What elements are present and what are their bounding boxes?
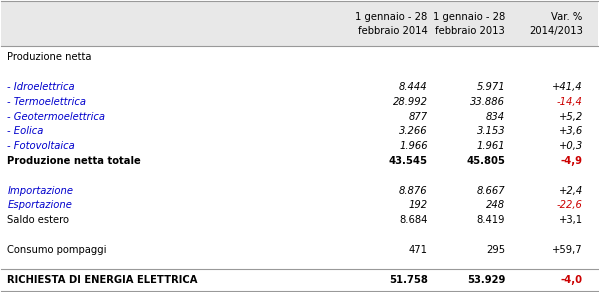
Text: 192: 192 bbox=[409, 200, 428, 211]
Text: Esportazione: Esportazione bbox=[7, 200, 72, 211]
Text: 8.876: 8.876 bbox=[399, 186, 428, 196]
Text: 8.667: 8.667 bbox=[477, 186, 505, 196]
Text: Produzione netta totale: Produzione netta totale bbox=[7, 156, 141, 166]
Text: +59,7: +59,7 bbox=[552, 245, 583, 255]
Text: 51.758: 51.758 bbox=[389, 274, 428, 284]
Text: Importazione: Importazione bbox=[7, 186, 73, 196]
Text: - Eolica: - Eolica bbox=[7, 126, 44, 136]
Text: +3,1: +3,1 bbox=[559, 215, 583, 225]
Text: 1.966: 1.966 bbox=[399, 141, 428, 151]
Text: 471: 471 bbox=[409, 245, 428, 255]
Text: 33.886: 33.886 bbox=[470, 97, 505, 107]
Text: 834: 834 bbox=[486, 112, 505, 121]
Text: 877: 877 bbox=[409, 112, 428, 121]
Text: +0,3: +0,3 bbox=[558, 141, 583, 151]
Text: 248: 248 bbox=[486, 200, 505, 211]
Text: +41,4: +41,4 bbox=[552, 82, 583, 92]
Text: - Geotermoelettrica: - Geotermoelettrica bbox=[7, 112, 105, 121]
Text: -22,6: -22,6 bbox=[557, 200, 583, 211]
Text: 5.971: 5.971 bbox=[477, 82, 505, 92]
Text: +2,4: +2,4 bbox=[558, 186, 583, 196]
Text: 8.419: 8.419 bbox=[477, 215, 505, 225]
Text: 1 gennaio - 28: 1 gennaio - 28 bbox=[355, 12, 428, 22]
Text: 28.992: 28.992 bbox=[393, 97, 428, 107]
Text: RICHIESTA DI ENERGIA ELETTRICA: RICHIESTA DI ENERGIA ELETTRICA bbox=[7, 274, 198, 284]
Text: 3.266: 3.266 bbox=[399, 126, 428, 136]
Text: - Fotovoltaica: - Fotovoltaica bbox=[7, 141, 75, 151]
Text: Consumo pompaggi: Consumo pompaggi bbox=[7, 245, 107, 255]
Text: 1.961: 1.961 bbox=[477, 141, 505, 151]
Text: +5,2: +5,2 bbox=[558, 112, 583, 121]
Text: 45.805: 45.805 bbox=[467, 156, 505, 166]
Text: 2014/2013: 2014/2013 bbox=[529, 26, 583, 36]
Text: -4,0: -4,0 bbox=[561, 274, 583, 284]
Text: 43.545: 43.545 bbox=[389, 156, 428, 166]
Text: 1 gennaio - 28: 1 gennaio - 28 bbox=[433, 12, 505, 22]
Text: - Idroelettrica: - Idroelettrica bbox=[7, 82, 75, 92]
Text: -4,9: -4,9 bbox=[561, 156, 583, 166]
Text: febbraio 2013: febbraio 2013 bbox=[435, 26, 505, 36]
Text: Produzione netta: Produzione netta bbox=[7, 52, 92, 62]
Text: Saldo estero: Saldo estero bbox=[7, 215, 69, 225]
Text: febbraio 2014: febbraio 2014 bbox=[358, 26, 428, 36]
Text: Var. %: Var. % bbox=[552, 12, 583, 22]
Text: - Termoelettrica: - Termoelettrica bbox=[7, 97, 86, 107]
Text: 295: 295 bbox=[486, 245, 505, 255]
Text: 53.929: 53.929 bbox=[467, 274, 505, 284]
Text: -14,4: -14,4 bbox=[557, 97, 583, 107]
Text: +3,6: +3,6 bbox=[558, 126, 583, 136]
Text: 8.684: 8.684 bbox=[400, 215, 428, 225]
Text: 3.153: 3.153 bbox=[477, 126, 505, 136]
Bar bbox=[1, 1, 598, 46]
Text: 8.444: 8.444 bbox=[399, 82, 428, 92]
